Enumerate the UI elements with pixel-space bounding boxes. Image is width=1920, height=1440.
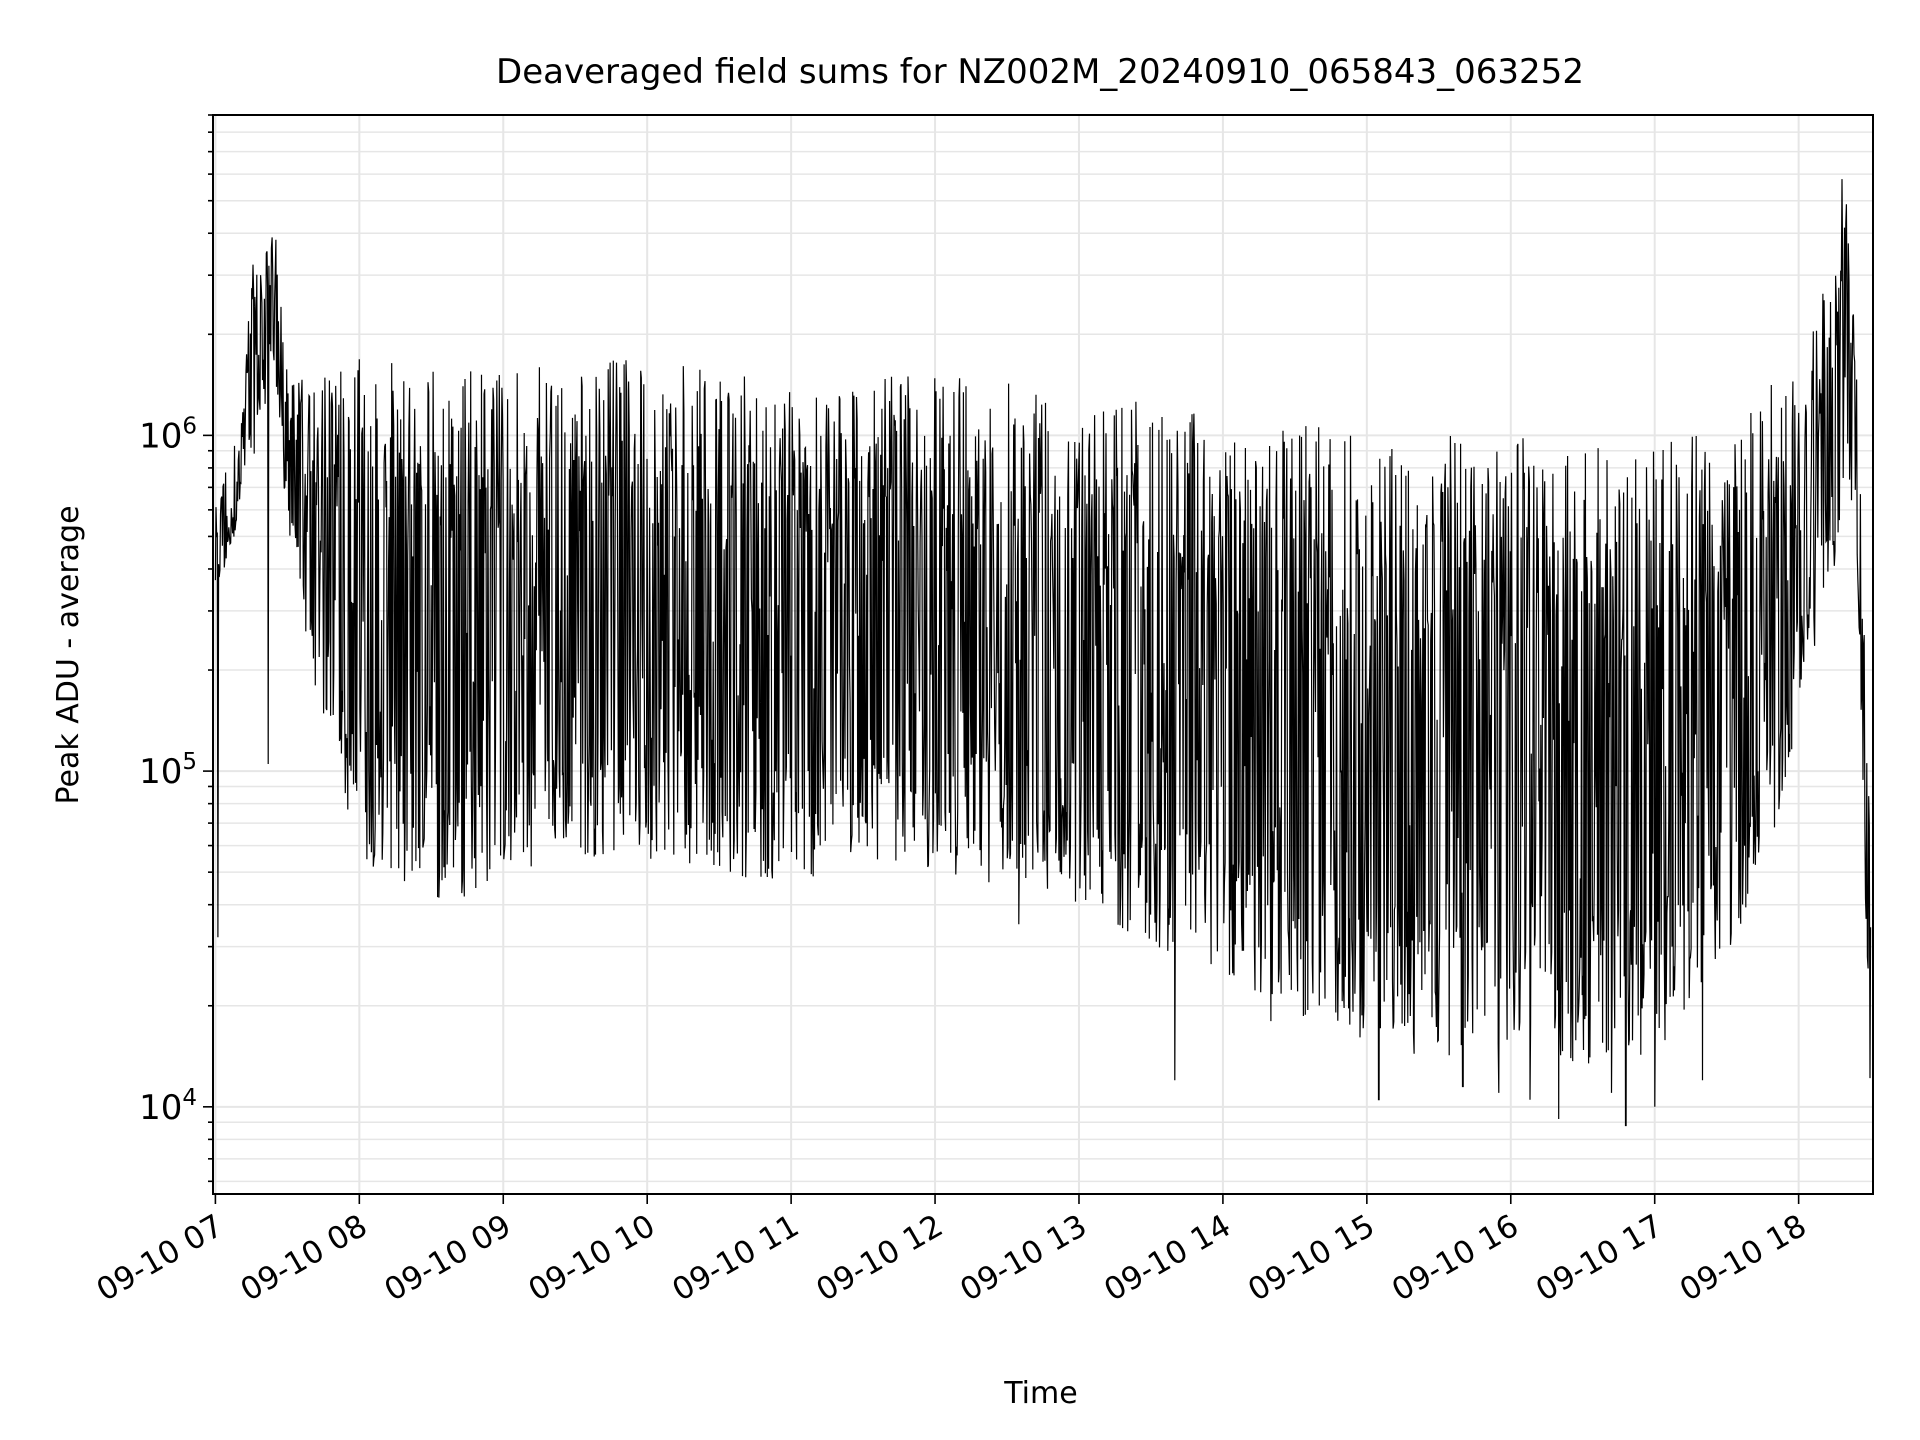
series-line bbox=[214, 179, 1872, 1127]
y-tick-label: 105 bbox=[139, 749, 197, 792]
y-tick-label: 106 bbox=[139, 413, 197, 456]
plot-frame bbox=[212, 114, 1874, 1195]
x-axis-label: Time bbox=[1003, 1376, 1077, 1411]
plot-data bbox=[214, 179, 1872, 1127]
y-tick-label: 104 bbox=[139, 1085, 197, 1128]
y-axis: 104 105 106 bbox=[139, 114, 213, 1183]
y-axis-label: Peak ADU - average bbox=[51, 505, 86, 804]
chart-title: Deaveraged field sums for NZ002M_2024091… bbox=[496, 52, 1584, 92]
